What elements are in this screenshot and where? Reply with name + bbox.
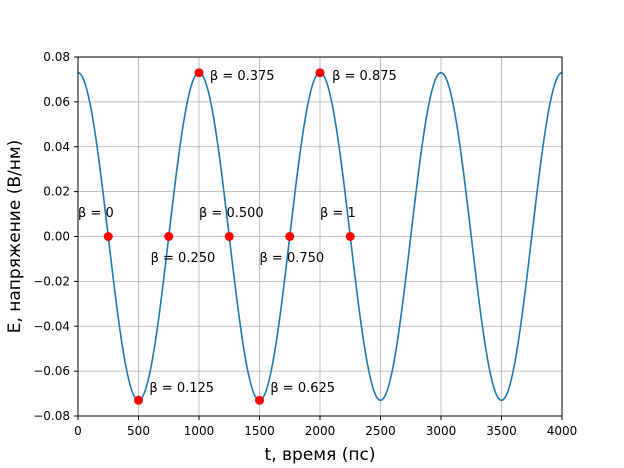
beta-annotation: β = 0.875 xyxy=(332,69,397,84)
marker-point xyxy=(134,395,143,405)
beta-annotation: β = 0.500 xyxy=(199,206,264,221)
y-tick-label: −0.06 xyxy=(33,364,70,378)
y-tick-label: 0.02 xyxy=(43,185,70,199)
grid xyxy=(77,56,563,417)
marker-point xyxy=(345,232,355,241)
x-tick-label: 500 xyxy=(127,424,150,438)
marker-point xyxy=(315,68,325,78)
beta-annotation: β = 0.125 xyxy=(149,381,214,396)
beta-annotation: β = 0.750 xyxy=(260,251,325,266)
x-axis-label: t, время (пс) xyxy=(265,445,376,465)
marker-points xyxy=(103,68,355,405)
marker-point xyxy=(164,232,174,241)
x-tick-label: 3500 xyxy=(486,424,517,438)
y-tick-label: 0.08 xyxy=(43,50,70,64)
marker-point xyxy=(194,68,204,78)
y-tick-label: −0.02 xyxy=(33,274,70,288)
beta-annotation: β = 0.375 xyxy=(210,69,275,84)
ticks: 0 500 1000 1500 2000 2500 3000 3500 4000 −0.08 −0.… xyxy=(33,50,577,438)
y-tick-label: 0.00 xyxy=(43,230,70,244)
x-tick-label: 3000 xyxy=(426,424,457,438)
beta-annotation: β = 0.625 xyxy=(270,381,335,396)
marker-point xyxy=(255,395,264,405)
y-axis-label: E, напряжение (В/нм) xyxy=(5,140,25,334)
x-tick-label: 2500 xyxy=(365,424,396,438)
y-tick-label: −0.04 xyxy=(33,319,70,333)
y-tick-label: −0.08 xyxy=(33,409,70,423)
beta-annotation: β = 0.250 xyxy=(151,251,216,266)
marker-point xyxy=(285,232,295,241)
marker-point xyxy=(224,232,234,241)
x-tick-label: 1500 xyxy=(244,424,275,438)
x-tick-label: 2000 xyxy=(305,424,336,438)
annotations: β = 0 β = 0.125 β = 0.250 β = 0.375 β = 0.50… xyxy=(78,69,397,396)
x-tick-label: 4000 xyxy=(547,424,578,438)
y-tick-label: 0.04 xyxy=(43,140,70,154)
beta-annotation: β = 0 xyxy=(78,206,114,221)
beta-annotation: β = 1 xyxy=(320,206,356,221)
y-tick-label: 0.06 xyxy=(43,95,70,109)
marker-point xyxy=(103,232,113,241)
x-tick-label: 1000 xyxy=(184,424,215,438)
x-tick-label: 0 xyxy=(74,424,82,438)
